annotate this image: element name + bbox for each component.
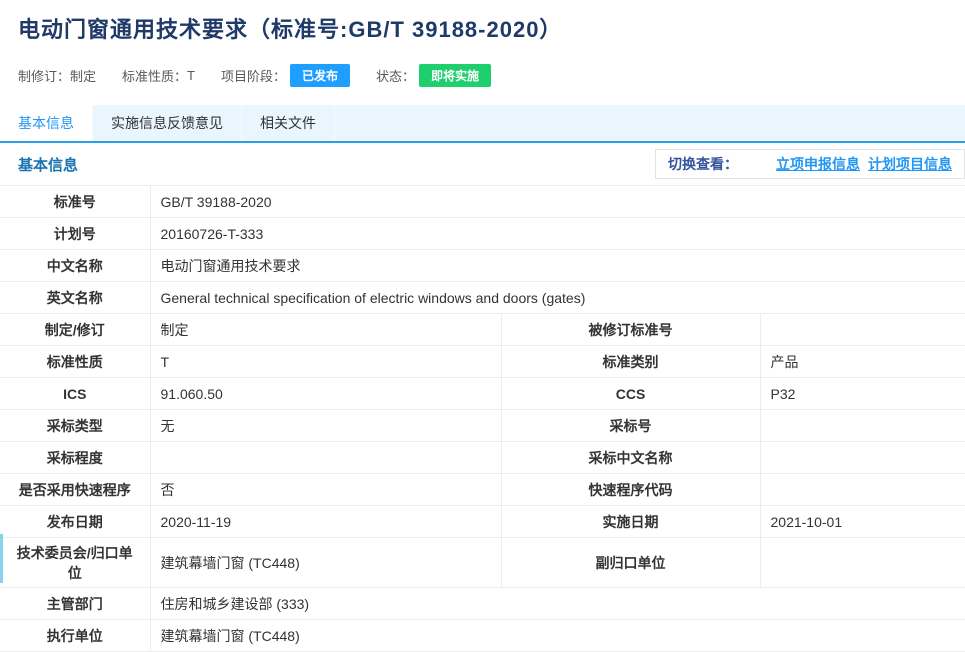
field-label: 技术委员会/归口单位 xyxy=(0,537,151,588)
field-value xyxy=(759,409,965,442)
table-row: 中文名称 电动门窗通用技术要求 xyxy=(0,249,965,282)
table-row: 是否采用快速程序否快速程序代码 xyxy=(0,473,965,506)
table-row: 采标类型无采标号 xyxy=(0,409,965,442)
field-value: 住房和城乡建设部 (333) xyxy=(149,587,965,620)
meta-item-label: 标准性质： xyxy=(122,69,188,84)
field-label: 副归口单位 xyxy=(500,537,761,588)
switch-view-box: 切换查看： 立项申报信息 计划项目信息 xyxy=(655,149,965,179)
basic-info-table: 标准号 GB/T 39188-2020 计划号 20160726-T-333 中文名称电… xyxy=(0,185,965,652)
field-label: 是否采用快速程序 xyxy=(0,473,151,506)
switch-view-link[interactable]: 立项申报信息 xyxy=(776,156,860,172)
field-label: 计划号 xyxy=(0,217,151,250)
table-row: 标准性质 T 标准类别 产品 xyxy=(0,345,965,378)
field-value: 否 xyxy=(149,473,502,506)
table-row: 执行单位 建筑幕墙门窗 (TC448) xyxy=(0,619,965,652)
field-value xyxy=(759,313,965,346)
field-value: General technical specification of elect… xyxy=(149,281,965,314)
field-value xyxy=(149,441,502,474)
field-value xyxy=(759,537,965,588)
status-badge: 即将实施 xyxy=(419,64,492,87)
table-row: 制定/修订 制定 被修订标准号 xyxy=(0,313,965,346)
table-row: ICS 91.060.50 CCS P32 xyxy=(0,377,965,410)
section-title: 基本信息 xyxy=(18,156,79,174)
field-label: 发布日期 xyxy=(0,505,151,538)
field-label: 制定/修订 xyxy=(0,313,151,346)
field-value: 产品 xyxy=(759,345,965,378)
meta-item-value: T xyxy=(187,68,195,83)
tab-bar: 基本信息 实施信息反馈意见 相关文件 xyxy=(0,105,965,143)
field-value: 2020-11-19 xyxy=(149,505,502,538)
field-value: 20160726-T-333 xyxy=(149,217,965,250)
table-row: 英文名称 General technical specification of e… xyxy=(0,281,965,314)
field-value xyxy=(759,473,965,506)
field-value: GB/T 39188-2020 xyxy=(149,185,965,218)
field-value: 无 xyxy=(149,409,502,442)
field-label: 执行单位 xyxy=(0,619,151,652)
field-value xyxy=(759,441,965,474)
field-value: P32 xyxy=(759,377,965,410)
status-badge: 已发布 xyxy=(290,64,351,87)
meta-item-1: 标准性质： T xyxy=(122,66,195,85)
table-row: 技术委员会/归口单位 建筑幕墙门窗 (TC448) 副归口单位 xyxy=(0,537,965,588)
table-row: 发布日期 2020-11-19 实施日期 2021-10-01 xyxy=(0,505,965,538)
table-row: 计划号 20160726-T-333 xyxy=(0,217,965,250)
meta-item-2: 项目阶段： 已发布 xyxy=(221,64,351,87)
field-label: 实施日期 xyxy=(500,505,761,538)
tab-实施信息反馈意见[interactable]: 实施信息反馈意见 xyxy=(93,105,242,141)
field-label: 中文名称 xyxy=(0,249,151,282)
basic-info-table-body: 标准号 GB/T 39188-2020 计划号 20160726-T-333 中文名称电… xyxy=(0,185,965,652)
field-value: 制定 xyxy=(149,313,502,346)
field-value: 电动门窗通用技术要求 xyxy=(149,249,965,282)
page-title: 电动门窗通用技术要求（标准号:GB/T 39188-2020） xyxy=(18,17,563,42)
field-label: 快速程序代码 xyxy=(500,473,761,506)
field-label: 采标类型 xyxy=(0,409,151,442)
switch-view-label: 切换查看： xyxy=(668,156,738,172)
meta-item-3: 状态： 即将实施 xyxy=(376,64,492,87)
field-label: 采标中文名称 xyxy=(500,441,761,474)
field-label: 被修订标准号 xyxy=(500,313,761,346)
switch-view-link[interactable]: 计划项目信息 xyxy=(868,156,952,172)
field-value: 建筑幕墙门窗 (TC448) xyxy=(149,537,502,588)
meta-item-label: 制修订： xyxy=(18,69,71,84)
page-header: 电动门窗通用技术要求（标准号:GB/T 39188-2020） 制修订： 制定 标准… xyxy=(0,0,965,87)
meta-item-value: 制定 xyxy=(70,69,97,84)
field-label: 采标号 xyxy=(500,409,761,442)
table-row: 主管部门 住房和城乡建设部 (333) xyxy=(0,587,965,620)
field-label: 标准号 xyxy=(0,185,151,218)
meta-item-label: 状态： xyxy=(376,69,416,84)
field-label: 英文名称 xyxy=(0,281,151,314)
field-label: ICS xyxy=(0,377,151,410)
field-label: 标准类别 xyxy=(500,345,761,378)
field-label: CCS xyxy=(500,377,761,410)
meta-item-label: 项目阶段： xyxy=(221,69,287,84)
left-accent-bar xyxy=(0,534,3,583)
field-label: 主管部门 xyxy=(0,587,151,620)
section-bar: 基本信息 切换查看： 立项申报信息 计划项目信息 xyxy=(0,143,965,185)
field-value: 91.060.50 xyxy=(149,377,502,410)
switch-view-links: 立项申报信息 计划项目信息 xyxy=(768,154,952,174)
field-label: 标准性质 xyxy=(0,345,151,378)
tab-相关文件[interactable]: 相关文件 xyxy=(242,105,335,141)
meta-row: 制修订： 制定 标准性质： T 项目阶段： 已发布 状态： 即将实施 xyxy=(18,64,947,87)
field-value: 建筑幕墙门窗 (TC448) xyxy=(149,619,965,652)
field-label: 采标程度 xyxy=(0,441,151,474)
meta-item-0: 制修订： 制定 xyxy=(18,66,96,85)
field-value: 2021-10-01 xyxy=(759,505,965,538)
table-row: 采标程度 采标中文名称 xyxy=(0,441,965,474)
tab-基本信息[interactable]: 基本信息 xyxy=(0,105,93,141)
table-row: 标准号 GB/T 39188-2020 xyxy=(0,185,965,218)
field-value: T xyxy=(149,345,502,378)
